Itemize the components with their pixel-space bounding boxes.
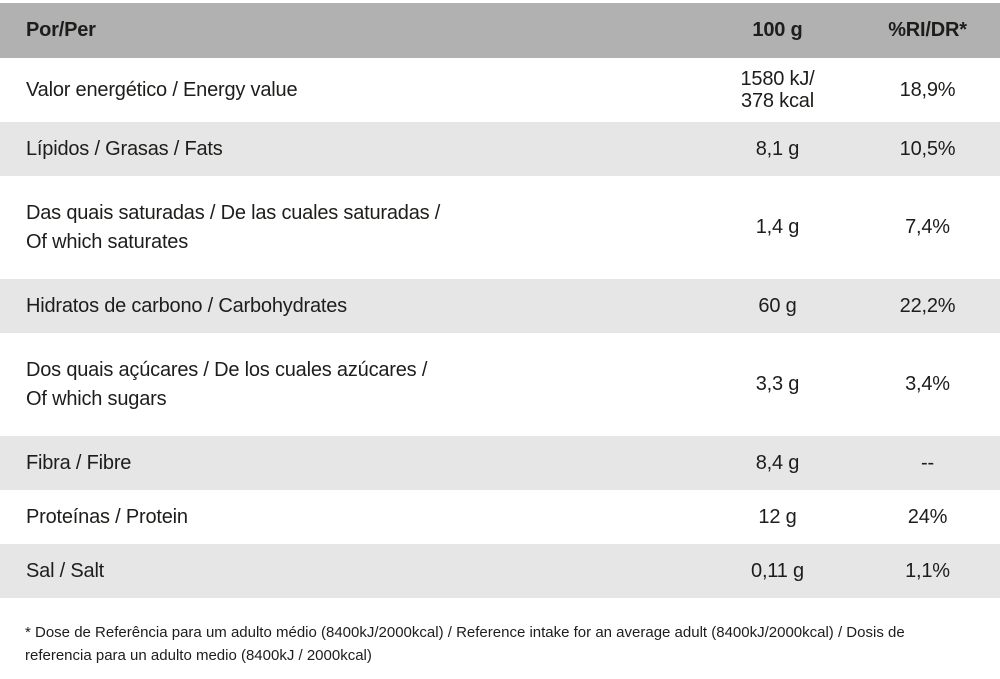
table-row: Valor energético / Energy value 1580 kJ/… [0, 58, 1000, 122]
row-ri-percent: -- [921, 451, 934, 474]
table-row: Proteínas / Protein 12 g 24% [0, 490, 1000, 544]
row-amount-value: 0,11 g [751, 559, 804, 582]
row-ri-percent: 7,4% [905, 216, 950, 238]
row-nutrient-label: Sal / Salt [26, 559, 105, 582]
row-amount-value: 8,1 g [755, 137, 800, 160]
table-body: Valor energético / Energy value 1580 kJ/… [0, 58, 1000, 598]
row-nutrient-label: Proteínas / Protein [26, 505, 188, 528]
nutrition-table: Por/Per 100 g %RI/DR* Valor energético /… [0, 3, 1000, 598]
row-nutrient-label: Das quais saturadas / De las cuales satu… [26, 202, 441, 253]
row-nutrient-label: Lípidos / Grasas / Fats [26, 137, 223, 160]
table-row: Sal / Salt 0,11 g 1,1% [0, 544, 1000, 598]
row-ri-percent: 1,1% [905, 559, 950, 582]
row-nutrient-label: Valor energético / Energy value [26, 78, 298, 101]
header-ri-dr: %RI/DR* [888, 19, 967, 41]
row-nutrient-label: Fibra / Fibre [26, 451, 132, 474]
row-amount-value: 1580 kJ/378 kcal [740, 67, 815, 112]
row-nutrient-label: Dos quais açúcares / De los cuales azúca… [26, 359, 428, 410]
row-amount-value: 3,3 g [755, 373, 800, 396]
table-row: Das quais saturadas / De las cuales satu… [0, 176, 1000, 279]
row-nutrient-label: Hidratos de carbono / Carbohydrates [26, 294, 347, 317]
table-row: Lípidos / Grasas / Fats 8,1 g 10,5% [0, 122, 1000, 176]
table-header-row: Por/Per 100 g %RI/DR* [0, 3, 1000, 58]
row-ri-percent: 22,2% [899, 294, 956, 317]
table-row: Fibra / Fibre 8,4 g -- [0, 436, 1000, 490]
row-ri-percent: 3,4% [905, 373, 950, 395]
row-amount-value: 12 g [758, 505, 797, 528]
row-amount-value: 1,4 g [755, 216, 800, 239]
table-row: Dos quais açúcares / De los cuales azúca… [0, 333, 1000, 436]
header-per: Por/Per [26, 19, 96, 42]
table-row: Hidratos de carbono / Carbohydrates 60 g… [0, 279, 1000, 333]
row-ri-percent: 18,9% [899, 78, 956, 101]
row-ri-percent: 24% [907, 505, 948, 528]
row-amount-value: 60 g [758, 294, 797, 317]
header-amount: 100 g [752, 19, 803, 42]
reference-intake-footnote: * Dose de Referência para um adulto médi… [25, 624, 905, 664]
row-ri-percent: 10,5% [899, 137, 956, 160]
row-amount-value: 8,4 g [755, 451, 800, 474]
